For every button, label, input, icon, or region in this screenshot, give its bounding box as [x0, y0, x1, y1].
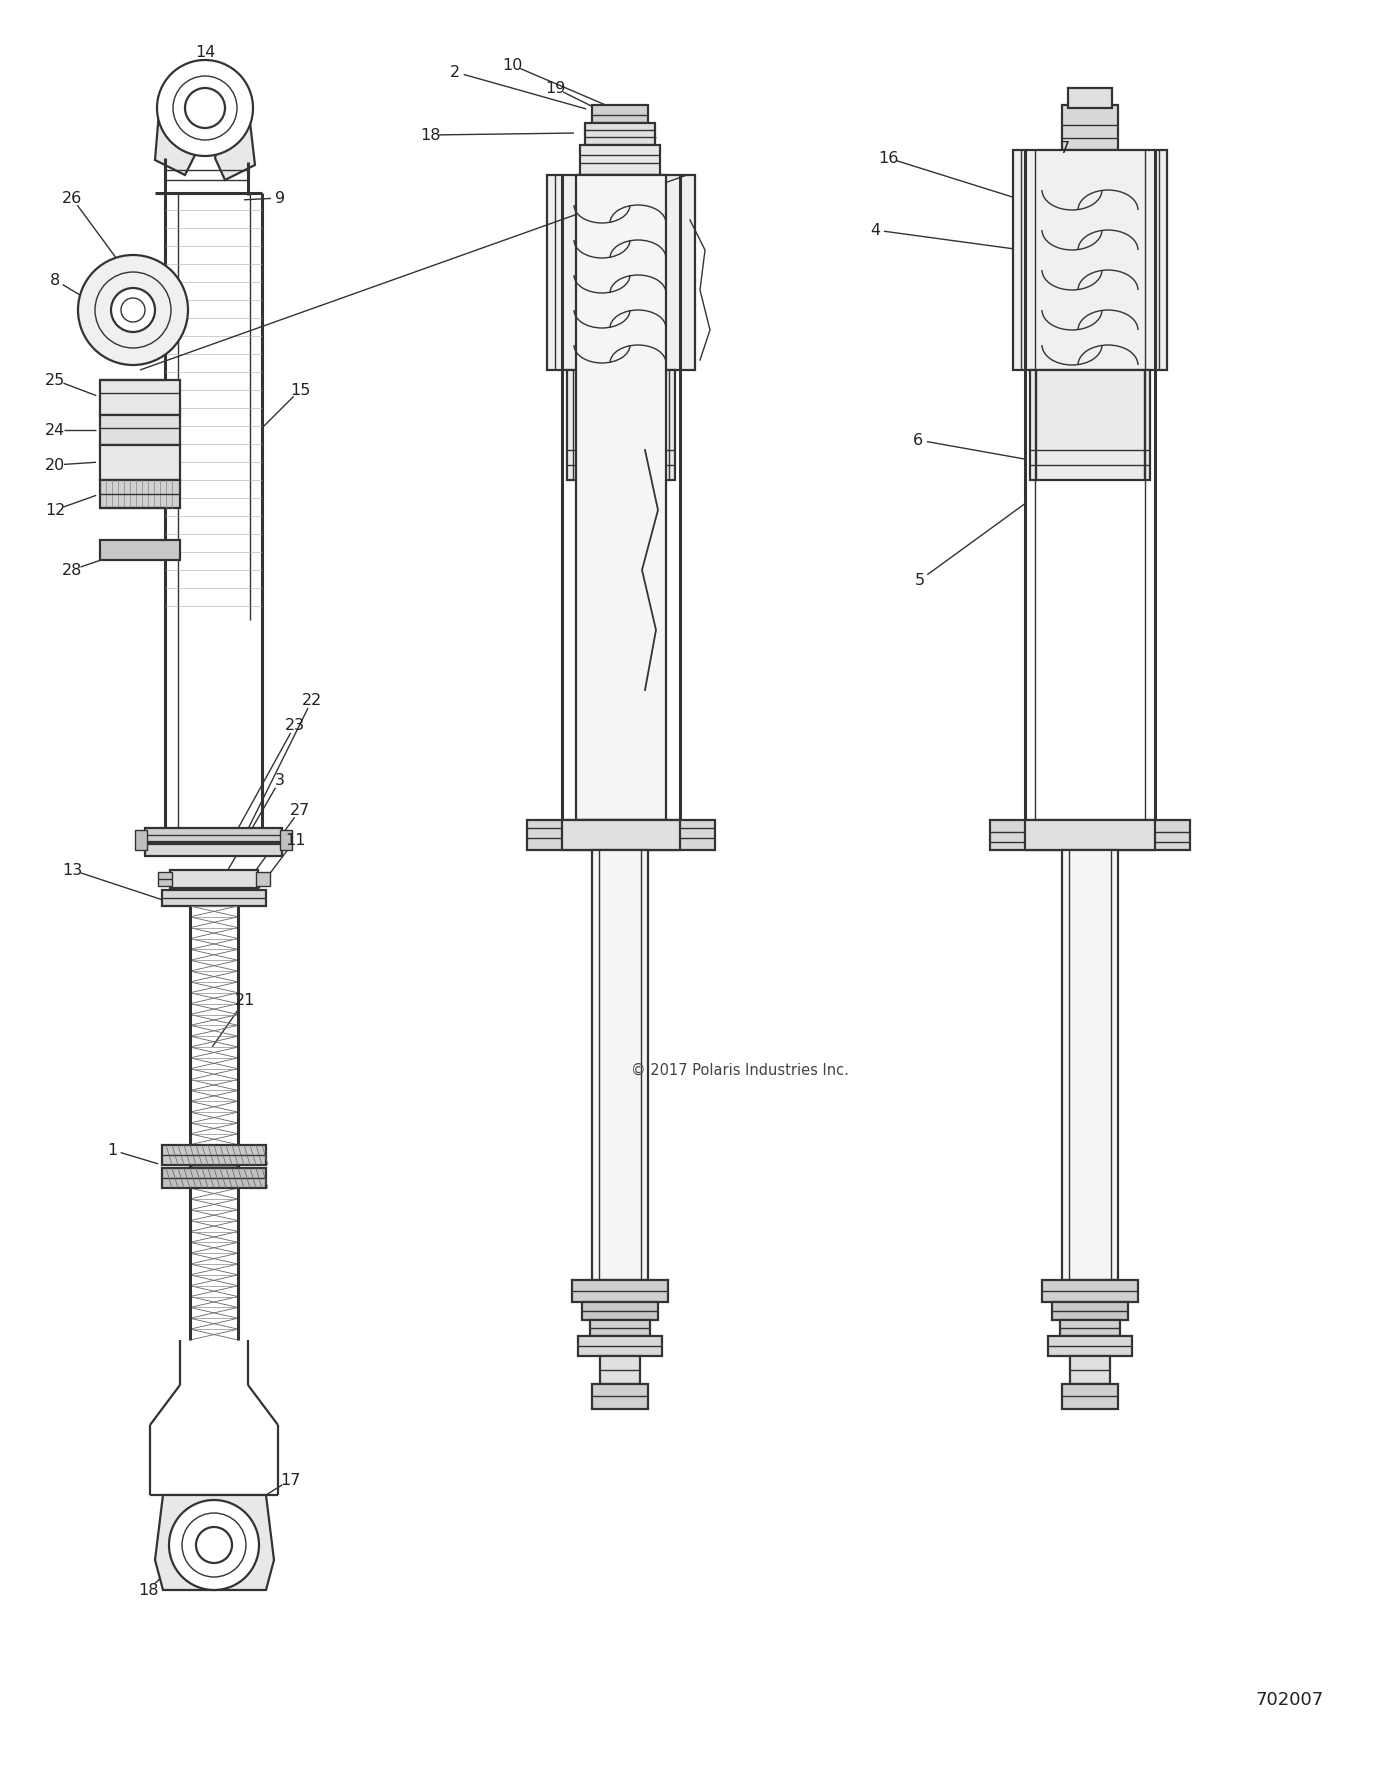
- Bar: [100, 479, 180, 508]
- Text: 2: 2: [450, 64, 460, 80]
- Bar: [1052, 1303, 1128, 1320]
- Text: 24: 24: [44, 422, 65, 438]
- Text: 20: 20: [44, 458, 65, 472]
- Bar: [1048, 1336, 1132, 1356]
- Bar: [577, 175, 667, 820]
- Text: 10: 10: [502, 57, 523, 73]
- Text: 12: 12: [44, 503, 65, 517]
- Circle shape: [184, 87, 225, 128]
- Bar: [162, 1167, 266, 1189]
- Text: 16: 16: [877, 150, 898, 166]
- Text: 1: 1: [107, 1142, 118, 1158]
- Bar: [100, 446, 180, 479]
- Text: 4: 4: [870, 223, 880, 237]
- Polygon shape: [215, 105, 255, 180]
- Bar: [590, 1320, 650, 1336]
- Text: 17: 17: [280, 1472, 301, 1488]
- Text: 28: 28: [62, 563, 82, 577]
- Text: 27: 27: [290, 802, 310, 818]
- Text: 21: 21: [234, 993, 255, 1007]
- Circle shape: [78, 255, 188, 365]
- Bar: [100, 540, 180, 560]
- Circle shape: [157, 61, 254, 157]
- Text: 3: 3: [274, 773, 286, 788]
- Bar: [1069, 87, 1112, 109]
- Text: 23: 23: [286, 718, 305, 732]
- Text: 5: 5: [915, 572, 924, 588]
- Text: 18: 18: [137, 1582, 158, 1597]
- Text: 13: 13: [62, 862, 82, 877]
- Bar: [100, 415, 180, 446]
- Bar: [256, 871, 270, 886]
- Bar: [162, 889, 266, 905]
- Text: 8: 8: [50, 273, 60, 287]
- Bar: [1062, 1385, 1119, 1410]
- Text: 15: 15: [290, 383, 310, 397]
- Text: 702007: 702007: [1256, 1691, 1324, 1709]
- Bar: [592, 1385, 649, 1410]
- Text: 18: 18: [420, 128, 441, 143]
- Text: 22: 22: [302, 693, 322, 707]
- Bar: [162, 1146, 266, 1165]
- Bar: [990, 820, 1191, 850]
- Bar: [592, 105, 649, 123]
- Text: 11: 11: [284, 832, 305, 848]
- Circle shape: [169, 1500, 259, 1590]
- Bar: [579, 144, 660, 175]
- Circle shape: [111, 289, 155, 331]
- Bar: [280, 830, 292, 850]
- Bar: [1042, 1279, 1138, 1303]
- Bar: [1026, 820, 1155, 850]
- Bar: [578, 1336, 663, 1356]
- Bar: [100, 380, 180, 415]
- Bar: [582, 1303, 658, 1320]
- Text: © 2017 Polaris Industries Inc.: © 2017 Polaris Industries Inc.: [631, 1062, 850, 1078]
- Bar: [1030, 371, 1150, 479]
- Bar: [146, 829, 281, 843]
- Polygon shape: [155, 100, 195, 175]
- Bar: [158, 871, 172, 886]
- Bar: [170, 870, 258, 887]
- Bar: [134, 830, 147, 850]
- Bar: [592, 850, 649, 1279]
- Text: 25: 25: [44, 372, 65, 387]
- Polygon shape: [155, 1495, 274, 1590]
- Text: 14: 14: [195, 45, 215, 59]
- Bar: [561, 820, 681, 850]
- Bar: [600, 1356, 640, 1385]
- Bar: [585, 123, 656, 144]
- Text: 9: 9: [274, 191, 286, 205]
- Bar: [572, 1279, 668, 1303]
- Bar: [527, 820, 715, 850]
- Text: 19: 19: [545, 80, 565, 96]
- Text: 6: 6: [913, 433, 923, 447]
- Bar: [1013, 150, 1167, 371]
- Bar: [547, 175, 694, 371]
- Bar: [1060, 1320, 1120, 1336]
- Bar: [146, 845, 281, 855]
- Circle shape: [195, 1527, 231, 1563]
- Bar: [1070, 1356, 1110, 1385]
- Bar: [1062, 105, 1119, 150]
- Bar: [1062, 850, 1119, 1279]
- Text: 26: 26: [62, 191, 82, 205]
- Text: 7: 7: [1060, 141, 1070, 155]
- Bar: [567, 371, 675, 479]
